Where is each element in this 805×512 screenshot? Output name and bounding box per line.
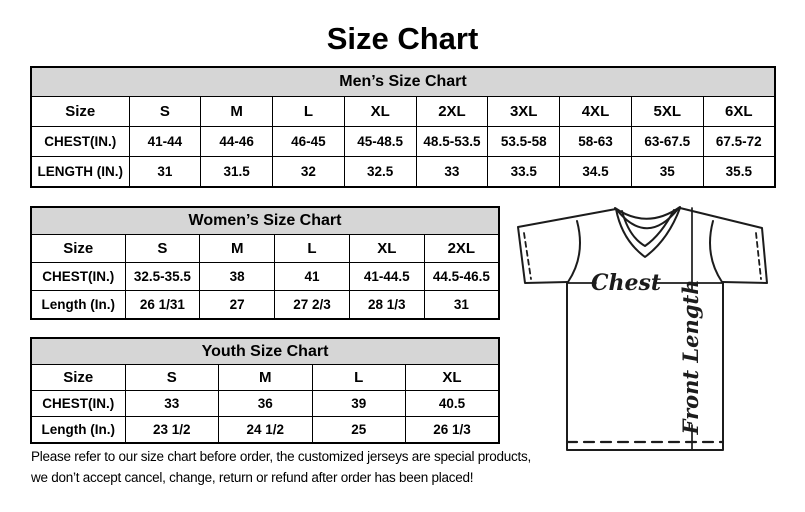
table-row: CHEST(IN.) 33 36 39 40.5: [30, 390, 500, 417]
value-cell: 38: [199, 262, 276, 291]
value-cell: 5XL: [630, 96, 704, 127]
value-cell: L: [272, 96, 345, 127]
value-cell: 45-48.5: [343, 126, 417, 157]
mens-size-table: Men’s Size Chart Size S M L XL 2XL 3XL 4XL 5XL 6XL…: [30, 66, 776, 188]
value-cell: 32: [272, 156, 345, 188]
front-length-label: Front Length: [678, 280, 703, 436]
shirt-left-cuff-stitch: [523, 232, 532, 280]
table-row: LENGTH (IN.) 31 31.5 32 32.5 33 33.5 34.5 35 35.5: [30, 156, 776, 188]
table-row: Length (In.) 23 1/2 24 1/2 25 26 1/3: [30, 416, 500, 444]
shirt-collar-inner-v: [621, 209, 675, 247]
table-row: Length (In.) 26 1/31 27 27 2/3 28 1/3 31: [30, 290, 500, 320]
shirt-right-sleeve: [679, 207, 768, 284]
tshirt-measurement-diagram: Chest Front Length: [510, 195, 805, 460]
shirt-body-outline: [566, 281, 724, 451]
value-cell: 35.5: [702, 156, 776, 188]
row-label: Size: [30, 364, 126, 391]
shirt-collar-outer-v: [615, 207, 681, 258]
value-cell: 31.5: [200, 156, 274, 188]
row-label: LENGTH (IN.): [30, 156, 130, 188]
disclaimer-line-1: Please refer to our size chart before or…: [31, 449, 532, 464]
value-cell: XL: [343, 96, 417, 127]
shirt-right-armhole-seam: [709, 220, 723, 283]
value-cell: 48.5-53.5: [415, 126, 489, 157]
value-cell: L: [274, 234, 350, 263]
row-label: Size: [30, 234, 126, 263]
value-cell: 41: [274, 262, 350, 291]
value-cell: 67.5-72: [702, 126, 776, 157]
value-cell: S: [128, 96, 202, 127]
row-label: CHEST(IN.): [30, 126, 130, 157]
value-cell: 41-44: [128, 126, 202, 157]
value-cell: 27 2/3: [274, 290, 350, 320]
value-cell: 33: [124, 390, 219, 417]
value-cell: 28 1/3: [348, 290, 425, 320]
value-cell: 39: [311, 390, 406, 417]
value-cell: 27: [199, 290, 276, 320]
table-row: Size S M L XL 2XL 3XL 4XL 5XL 6XL: [30, 96, 776, 127]
value-cell: 58-63: [559, 126, 632, 157]
table-title: Youth Size Chart: [30, 337, 500, 365]
value-cell: 36: [218, 390, 313, 417]
table-title: Women’s Size Chart: [30, 206, 500, 235]
table-row: Size S M L XL: [30, 364, 500, 391]
value-cell: 44-46: [200, 126, 274, 157]
value-cell: 63-67.5: [630, 126, 704, 157]
value-cell: 25: [311, 416, 406, 444]
value-cell: 41-44.5: [348, 262, 425, 291]
value-cell: 31: [128, 156, 202, 188]
shirt-left-sleeve: [517, 208, 617, 284]
table-row: CHEST(IN.) 32.5-35.5 38 41 41-44.5 44.5-46.5: [30, 262, 500, 291]
value-cell: 4XL: [559, 96, 632, 127]
youth-size-table: Youth Size Chart Size S M L XL CHEST(IN.) 33 36 3…: [30, 337, 500, 444]
row-label: Size: [30, 96, 130, 127]
value-cell: 44.5-46.5: [423, 262, 500, 291]
value-cell: M: [218, 364, 313, 391]
value-cell: 33.5: [487, 156, 561, 188]
value-cell: 24 1/2: [218, 416, 313, 444]
table-row: Size S M L XL 2XL: [30, 234, 500, 263]
womens-size-table: Women’s Size Chart Size S M L XL 2XL CHEST(IN.)…: [30, 206, 500, 320]
value-cell: 31: [423, 290, 500, 320]
page-title: Size Chart: [326, 21, 479, 56]
value-cell: 3XL: [487, 96, 561, 127]
row-label: Length (In.): [30, 416, 126, 444]
value-cell: 32.5-35.5: [124, 262, 201, 291]
value-cell: 26 1/31: [124, 290, 201, 320]
value-cell: L: [311, 364, 406, 391]
tshirt-outline-illustration: Chest Front Length: [517, 206, 768, 451]
value-cell: S: [124, 364, 219, 391]
row-label: Length (In.): [30, 290, 126, 320]
value-cell: 40.5: [405, 390, 500, 417]
value-cell: 53.5-58: [487, 126, 561, 157]
value-cell: 35: [630, 156, 704, 188]
value-cell: 23 1/2: [124, 416, 219, 444]
value-cell: 32.5: [343, 156, 417, 188]
disclaimer-text: Please refer to our size chart before or…: [31, 446, 551, 488]
disclaimer-line-2: we don’t accept cancel, change, return o…: [31, 470, 474, 485]
row-label: CHEST(IN.): [30, 262, 126, 291]
value-cell: 26 1/3: [405, 416, 500, 444]
table-title: Men’s Size Chart: [30, 66, 776, 97]
value-cell: 2XL: [415, 96, 489, 127]
row-label: CHEST(IN.): [30, 390, 126, 417]
value-cell: 46-45: [272, 126, 345, 157]
shirt-left-armhole-seam: [567, 220, 581, 283]
value-cell: XL: [405, 364, 500, 391]
value-cell: M: [200, 96, 274, 127]
shirt-right-cuff-stitch: [755, 232, 762, 280]
value-cell: 34.5: [559, 156, 632, 188]
value-cell: 33: [415, 156, 489, 188]
value-cell: XL: [348, 234, 425, 263]
value-cell: 2XL: [423, 234, 500, 263]
chest-label: Chest: [591, 270, 661, 296]
table-row: CHEST(IN.) 41-44 44-46 46-45 45-48.5 48.5-53.…: [30, 126, 776, 157]
value-cell: 6XL: [702, 96, 776, 127]
value-cell: S: [124, 234, 201, 263]
value-cell: M: [199, 234, 276, 263]
